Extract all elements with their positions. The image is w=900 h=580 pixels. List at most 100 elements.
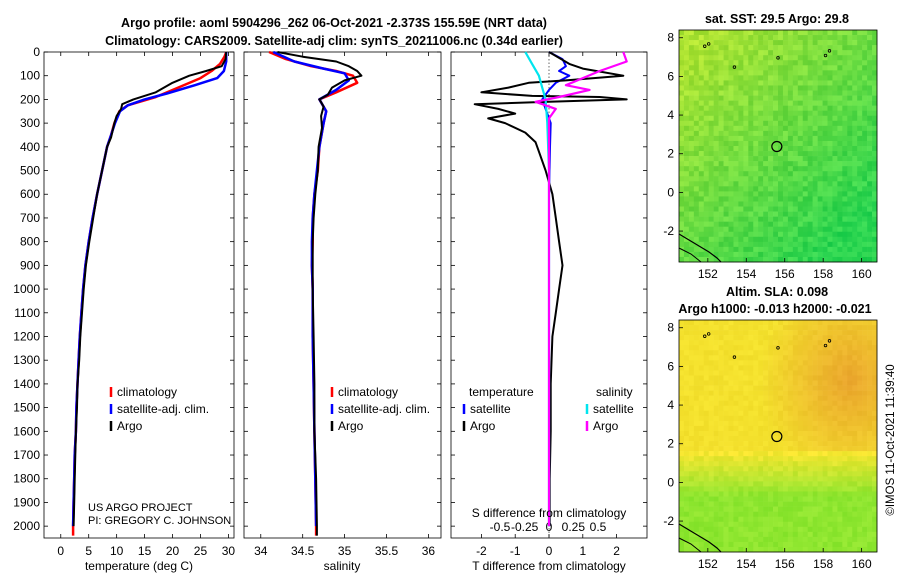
map-cell — [807, 171, 813, 177]
sla-map-frame — [678, 319, 878, 553]
map-cell — [872, 231, 878, 238]
depth-tick-label: 700 — [20, 211, 40, 225]
map-cell — [728, 226, 734, 233]
map-cell — [792, 226, 799, 233]
map-cell — [862, 30, 868, 36]
map-cell — [842, 335, 848, 341]
map-cell — [758, 236, 764, 243]
map-cell — [713, 405, 719, 412]
map-cell — [817, 476, 823, 482]
map-cell — [713, 325, 719, 331]
map-cell — [862, 151, 868, 157]
map-cell — [872, 395, 878, 401]
map-cell — [787, 466, 794, 472]
map-cell — [713, 151, 719, 157]
map-cell — [778, 395, 784, 401]
map-cell — [832, 476, 838, 482]
map-cell — [792, 486, 799, 492]
map-cell — [718, 355, 724, 361]
depth-tick-label: 800 — [20, 235, 40, 249]
map-cell — [733, 45, 739, 51]
map-cell — [703, 365, 709, 371]
map-cell — [812, 360, 818, 366]
map-cell — [688, 375, 695, 381]
map-cell — [827, 491, 833, 497]
map-cell — [683, 105, 690, 111]
map-cell — [822, 171, 828, 177]
map-y-tick-label: 6 — [667, 359, 674, 373]
map-cell — [738, 425, 744, 432]
coastline — [678, 233, 722, 263]
map-cell — [872, 85, 878, 91]
map-cell — [778, 75, 784, 81]
map-cell — [723, 161, 729, 167]
x-tick-label: 35 — [338, 544, 352, 558]
map-cell — [698, 156, 705, 162]
map-cell — [857, 30, 863, 36]
map-cell — [852, 171, 858, 177]
map-cell — [688, 390, 695, 396]
map-cell — [802, 146, 808, 152]
map-cell — [822, 65, 828, 71]
map-cell — [872, 511, 878, 517]
map-cell — [842, 375, 848, 381]
map-cell — [679, 375, 685, 381]
map-cell — [743, 115, 749, 122]
map-cell — [832, 451, 838, 457]
map-cell — [763, 536, 769, 543]
map-cell — [738, 496, 744, 502]
map-cell — [778, 211, 784, 217]
map-cell — [817, 110, 823, 117]
map-cell — [778, 201, 784, 207]
island — [703, 44, 707, 48]
map-cell — [758, 531, 764, 538]
map-cell — [718, 135, 724, 142]
map-cell — [693, 320, 700, 326]
map-cell — [832, 241, 838, 248]
map-cell — [773, 105, 779, 111]
map-cell — [827, 70, 833, 76]
map-cell — [773, 370, 779, 376]
map-cell — [842, 35, 848, 41]
map-cell — [778, 536, 784, 543]
map-cell — [827, 481, 833, 487]
map-cell — [812, 70, 818, 76]
depth-tick-label: 1200 — [13, 329, 40, 343]
map-cell — [802, 466, 808, 472]
map-cell — [812, 380, 818, 386]
map-cell — [807, 355, 813, 361]
map-cell — [758, 395, 764, 401]
island — [732, 65, 737, 69]
map-cell — [842, 506, 848, 512]
map-cell — [738, 446, 744, 452]
map-cell — [693, 521, 700, 528]
map-cell — [827, 191, 833, 197]
legend-label: Argo — [117, 419, 143, 433]
map-cell — [857, 345, 863, 351]
map-cell — [842, 95, 848, 101]
map-cell — [857, 425, 863, 432]
map-cell — [862, 35, 868, 41]
map-cell — [862, 481, 868, 487]
map-cell — [688, 60, 695, 66]
map-cell — [872, 380, 878, 386]
map-cell — [703, 226, 709, 233]
map-cell — [832, 110, 838, 117]
map-cell — [698, 201, 705, 207]
map-cell — [778, 171, 784, 177]
map-cell — [738, 70, 744, 76]
map-cell — [753, 30, 759, 36]
map-x-tick-label: 152 — [698, 267, 718, 281]
map-cell — [842, 345, 848, 351]
map-cell — [778, 471, 784, 477]
map-cell — [748, 236, 754, 243]
map-cell — [693, 156, 700, 162]
map-cell — [768, 75, 774, 81]
depth-tick-label: 1500 — [13, 401, 40, 415]
map-cell — [842, 400, 848, 407]
map-cell — [852, 231, 858, 238]
map-cell — [753, 466, 759, 472]
map-cell — [847, 55, 853, 61]
map-cell — [763, 256, 769, 263]
map-cell — [708, 365, 714, 371]
